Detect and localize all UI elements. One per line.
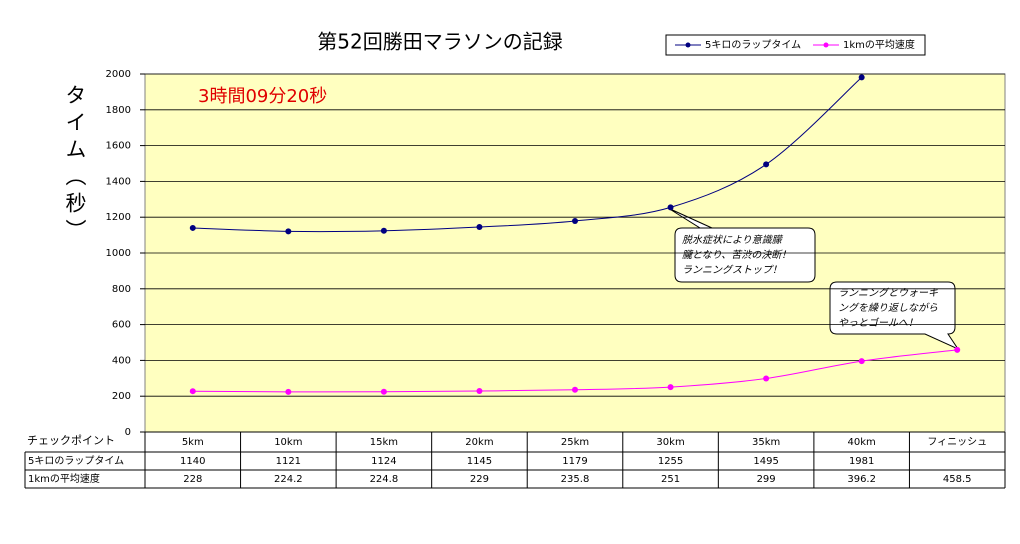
- table-cell: 1140: [180, 456, 205, 467]
- data-point: [476, 388, 483, 395]
- data-point: [476, 224, 483, 231]
- y-tick-label: 600: [112, 320, 131, 331]
- callout: 脱水症状により意識朦 朧となり、苦渋の決断！ ランニングストップ！: [667, 207, 816, 283]
- callout-text: ランニングストップ！: [682, 264, 782, 276]
- y-tick-label: 1000: [106, 248, 131, 259]
- table-header: チェックポイント: [27, 434, 115, 447]
- data-point: [954, 346, 961, 353]
- data-point: [285, 228, 292, 235]
- table-cell: 235.8: [561, 474, 590, 485]
- data-point: [189, 388, 196, 395]
- x-tick-label: 30km: [656, 437, 684, 448]
- callout-text: ランニングとウォーキ: [838, 287, 938, 299]
- data-point: [572, 386, 578, 393]
- legend-label: 1kmの平均速度: [843, 38, 915, 51]
- y-axis-label: タイム（秒）: [63, 84, 87, 246]
- y-tick-label: 1600: [106, 141, 131, 152]
- x-tick-label: 40km: [848, 437, 876, 448]
- data-point: [763, 161, 770, 168]
- data-point: [380, 388, 387, 395]
- table-row-label: 1kmの平均速度: [28, 472, 100, 485]
- callout: ランニングとウォーキ ングを繰り返しながら やっとゴールへ！: [829, 281, 960, 351]
- y-tick-label: 800: [112, 284, 131, 295]
- table-cell: 299: [757, 474, 776, 485]
- x-tick-label: 10km: [274, 437, 302, 448]
- table-cell: 1121: [276, 456, 301, 467]
- table-cell: 1495: [753, 456, 778, 467]
- data-point: [858, 74, 865, 81]
- data-point: [285, 388, 292, 395]
- table-cell: 1145: [467, 456, 492, 467]
- table-cell: 1179: [562, 456, 587, 467]
- y-tick-label: 1400: [106, 176, 131, 187]
- x-tick-label: 35km: [752, 437, 780, 448]
- x-tick-label: 25km: [561, 437, 589, 448]
- table-cell: 1255: [658, 456, 683, 467]
- x-tick-label: 5km: [182, 437, 204, 448]
- data-point: [763, 375, 770, 382]
- y-tick-label: 0: [125, 427, 131, 438]
- table-cell: 1124: [371, 456, 396, 467]
- table-cell: 251: [661, 474, 680, 485]
- legend: [665, 34, 926, 56]
- y-tick-label: 1200: [106, 212, 131, 223]
- legend-marker: [823, 42, 829, 48]
- x-tick-label: 15km: [370, 437, 398, 448]
- y-tick-label: 400: [112, 355, 131, 366]
- table-cell: 224.2: [274, 474, 303, 485]
- callout-text: 朧となり、苦渋の決断！: [682, 249, 791, 261]
- data-point: [858, 358, 865, 365]
- data-point: [380, 227, 387, 234]
- legend-label: 5キロのラップタイム: [705, 39, 801, 51]
- table-cell: 396.2: [847, 474, 876, 485]
- data-point: [572, 217, 578, 224]
- callout-text: 脱水症状により意識朦: [682, 234, 784, 246]
- annotation: 3時間09分20秒: [198, 86, 327, 107]
- x-tick-label: 20km: [465, 437, 493, 448]
- y-tick-label: 2000: [106, 69, 131, 80]
- table-cell: 224.8: [370, 474, 399, 485]
- callout-text: ングを繰り返しながら: [838, 302, 938, 314]
- y-tick-label: 1800: [106, 105, 131, 116]
- x-tick-label: フィニッシュ: [927, 437, 987, 448]
- callout-text: やっとゴールへ！: [838, 317, 918, 329]
- table-cell: 458.5: [943, 474, 972, 485]
- table-row-label: 5キロのラップタイム: [28, 455, 124, 467]
- legend-marker: [685, 42, 691, 48]
- table-cell: 228: [183, 474, 202, 485]
- table-cell: 1981: [849, 456, 874, 467]
- data-point: [189, 224, 196, 231]
- table-cell: 229: [470, 474, 489, 485]
- y-tick-label: 200: [112, 391, 131, 402]
- data-point: [667, 384, 674, 391]
- data-point: [667, 204, 674, 211]
- chart-title: 第52回勝田マラソンの記録: [317, 30, 562, 54]
